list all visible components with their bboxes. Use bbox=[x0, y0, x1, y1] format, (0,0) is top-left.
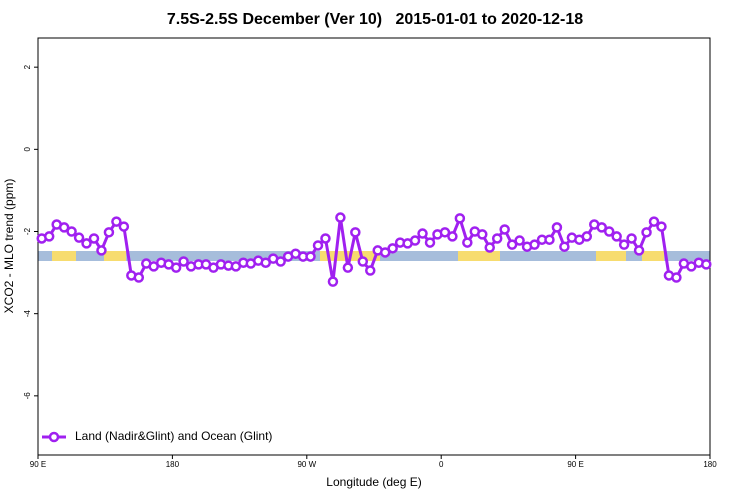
data-point bbox=[387, 243, 398, 254]
data-point bbox=[544, 234, 555, 245]
data-point bbox=[506, 239, 518, 250]
data-point bbox=[491, 233, 503, 244]
legend-marker bbox=[48, 431, 60, 443]
data-point bbox=[409, 235, 421, 246]
y-axis-label: XCO2 - MLO trend (ppm) bbox=[2, 179, 16, 314]
data-point bbox=[618, 239, 630, 250]
land-band bbox=[596, 251, 626, 261]
data-point bbox=[327, 276, 339, 287]
data-point bbox=[133, 272, 145, 283]
data-point bbox=[462, 237, 473, 248]
data-point bbox=[424, 237, 436, 248]
data-point bbox=[611, 231, 622, 242]
land-band bbox=[104, 251, 126, 261]
legend-label: Land (Nadir&Glint) and Ocean (Glint) bbox=[75, 429, 272, 443]
data-point bbox=[118, 221, 130, 232]
data-point bbox=[96, 245, 107, 256]
data-point bbox=[633, 245, 645, 256]
data-point bbox=[320, 233, 331, 244]
data-point bbox=[88, 233, 100, 244]
land-band bbox=[642, 251, 664, 261]
data-point bbox=[701, 259, 712, 270]
data-point bbox=[357, 256, 369, 267]
data-point bbox=[170, 262, 182, 273]
data-point bbox=[596, 222, 607, 233]
data-point bbox=[581, 231, 593, 242]
x-axis-label: Longitude (deg E) bbox=[326, 475, 421, 489]
data-point bbox=[312, 240, 324, 251]
data-point bbox=[529, 239, 540, 250]
data-point bbox=[275, 256, 286, 267]
x-tick-label: 180 bbox=[703, 460, 717, 469]
data-point bbox=[305, 251, 316, 262]
x-tick-label: 90 E bbox=[567, 460, 583, 469]
data-point bbox=[439, 227, 451, 238]
data-point bbox=[648, 216, 660, 227]
data-point bbox=[641, 227, 652, 238]
data-point bbox=[103, 227, 115, 238]
land-band bbox=[52, 251, 76, 261]
data-point bbox=[335, 212, 346, 223]
data-point bbox=[656, 221, 667, 232]
data-point bbox=[417, 228, 428, 239]
y-tick-label: 2 bbox=[23, 64, 32, 69]
y-tick-label: 0 bbox=[23, 147, 32, 152]
data-point bbox=[81, 238, 92, 249]
data-point bbox=[514, 235, 525, 246]
data-point bbox=[477, 229, 488, 240]
data-point bbox=[671, 272, 682, 283]
data-point bbox=[379, 247, 391, 258]
data-point bbox=[365, 265, 376, 276]
data-point bbox=[559, 241, 570, 252]
data-point bbox=[626, 233, 637, 244]
plot-frame bbox=[37, 37, 711, 456]
data-point bbox=[111, 216, 122, 227]
data-point bbox=[58, 222, 70, 233]
data-point bbox=[66, 226, 77, 237]
x-tick-label: 90 E bbox=[30, 460, 46, 469]
data-point bbox=[447, 231, 458, 242]
data-point bbox=[484, 242, 495, 253]
data-point bbox=[73, 232, 85, 243]
x-tick-label: 90 W bbox=[297, 460, 316, 469]
x-tick-label: 0 bbox=[439, 460, 444, 469]
y-tick-label: -6 bbox=[23, 392, 32, 400]
chart-title: 7.5S-2.5S December (Ver 10) 2015-01-01 t… bbox=[167, 11, 583, 28]
data-point bbox=[499, 224, 510, 235]
y-tick-label: -4 bbox=[23, 310, 32, 318]
data-point bbox=[551, 222, 563, 233]
data-point bbox=[342, 262, 354, 273]
land-band bbox=[458, 251, 500, 261]
data-point bbox=[260, 257, 271, 268]
data-point bbox=[43, 231, 55, 242]
data-point bbox=[603, 226, 615, 237]
data-point bbox=[454, 213, 466, 224]
data-point bbox=[350, 227, 361, 238]
data-point bbox=[178, 256, 189, 267]
y-tick-label: -2 bbox=[23, 227, 32, 235]
x-tick-label: 180 bbox=[166, 460, 180, 469]
